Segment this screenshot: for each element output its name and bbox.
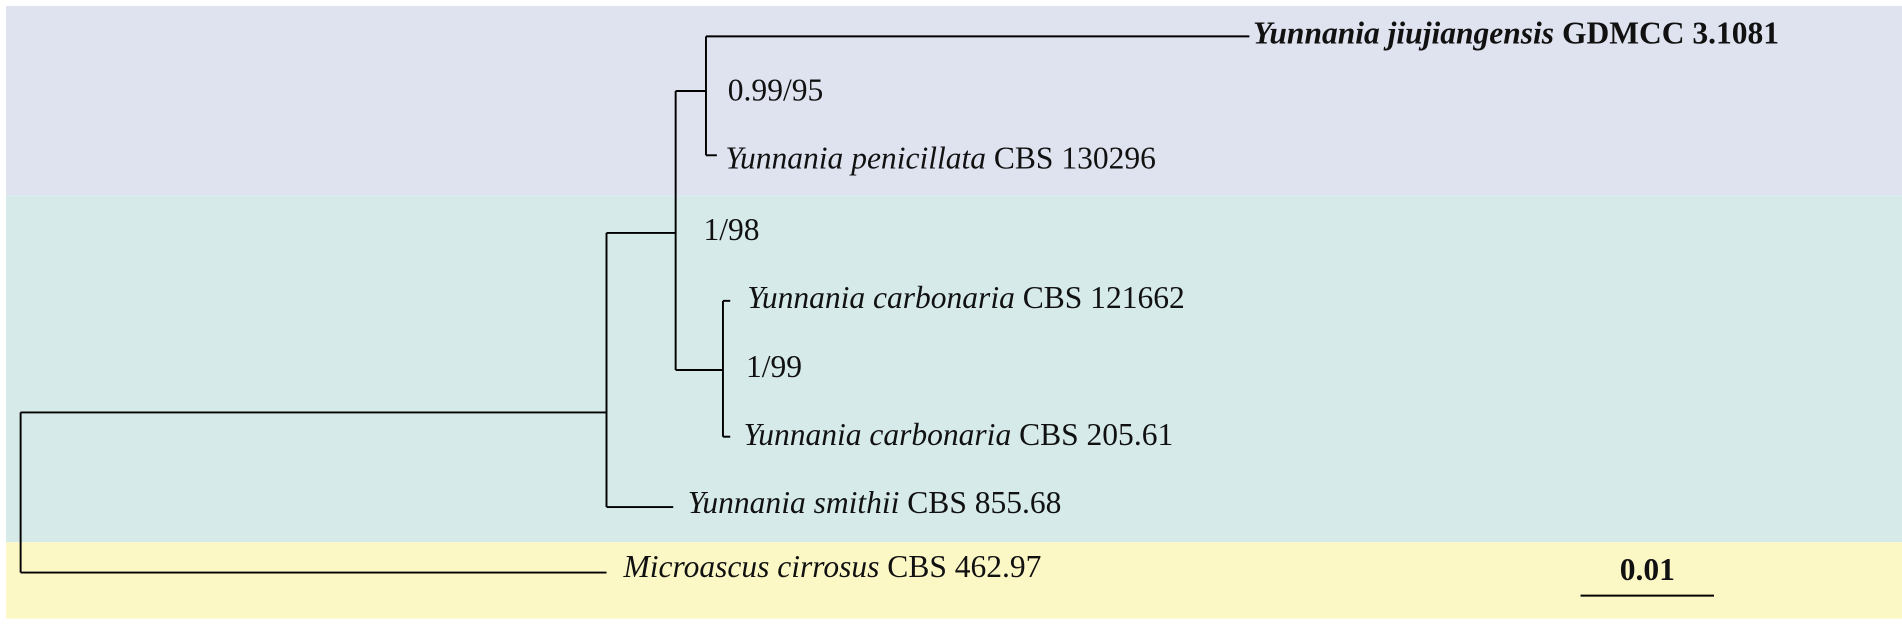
taxon-label: Yunnania carbonaria CBS 205.61 xyxy=(744,417,1174,452)
strain: CBS 205.61 xyxy=(1019,417,1173,452)
support-value: 1/99 xyxy=(746,349,802,384)
support-value: 1/98 xyxy=(704,212,760,247)
strain: CBS 462.97 xyxy=(887,549,1041,584)
clade-band-middle xyxy=(6,195,1902,543)
strain: CBS 855.68 xyxy=(907,485,1061,520)
strain: CBS 130296 xyxy=(994,141,1156,176)
support-value: 0.99/95 xyxy=(728,73,823,108)
species-name: Microascus cirrosus xyxy=(622,549,879,584)
branches xyxy=(19,35,1250,574)
outgroup-band xyxy=(6,542,1902,619)
clade-band-top xyxy=(6,6,1902,196)
strain: GDMCC 3.1081 xyxy=(1562,16,1779,51)
strain: CBS 121662 xyxy=(1023,280,1185,315)
taxon-label: Yunnania carbonaria CBS 121662 xyxy=(747,280,1185,315)
taxon-label: Yunnania jiujiangensis GDMCC 3.1081 xyxy=(1253,16,1779,51)
species-name: Yunnania smithii xyxy=(688,485,900,520)
scale-bar-label: 0.01 xyxy=(1620,552,1675,587)
taxon-label: Yunnania smithii CBS 855.68 xyxy=(688,485,1062,520)
species-name: Yunnania penicillata xyxy=(725,141,986,176)
species-name: Yunnania carbonaria xyxy=(747,280,1015,315)
taxon-label: Yunnania penicillata CBS 130296 xyxy=(725,141,1156,176)
taxon-label: Microascus cirrosus CBS 462.97 xyxy=(622,549,1041,584)
species-name: Yunnania carbonaria xyxy=(744,417,1012,452)
species-name: Yunnania jiujiangensis xyxy=(1253,16,1554,51)
